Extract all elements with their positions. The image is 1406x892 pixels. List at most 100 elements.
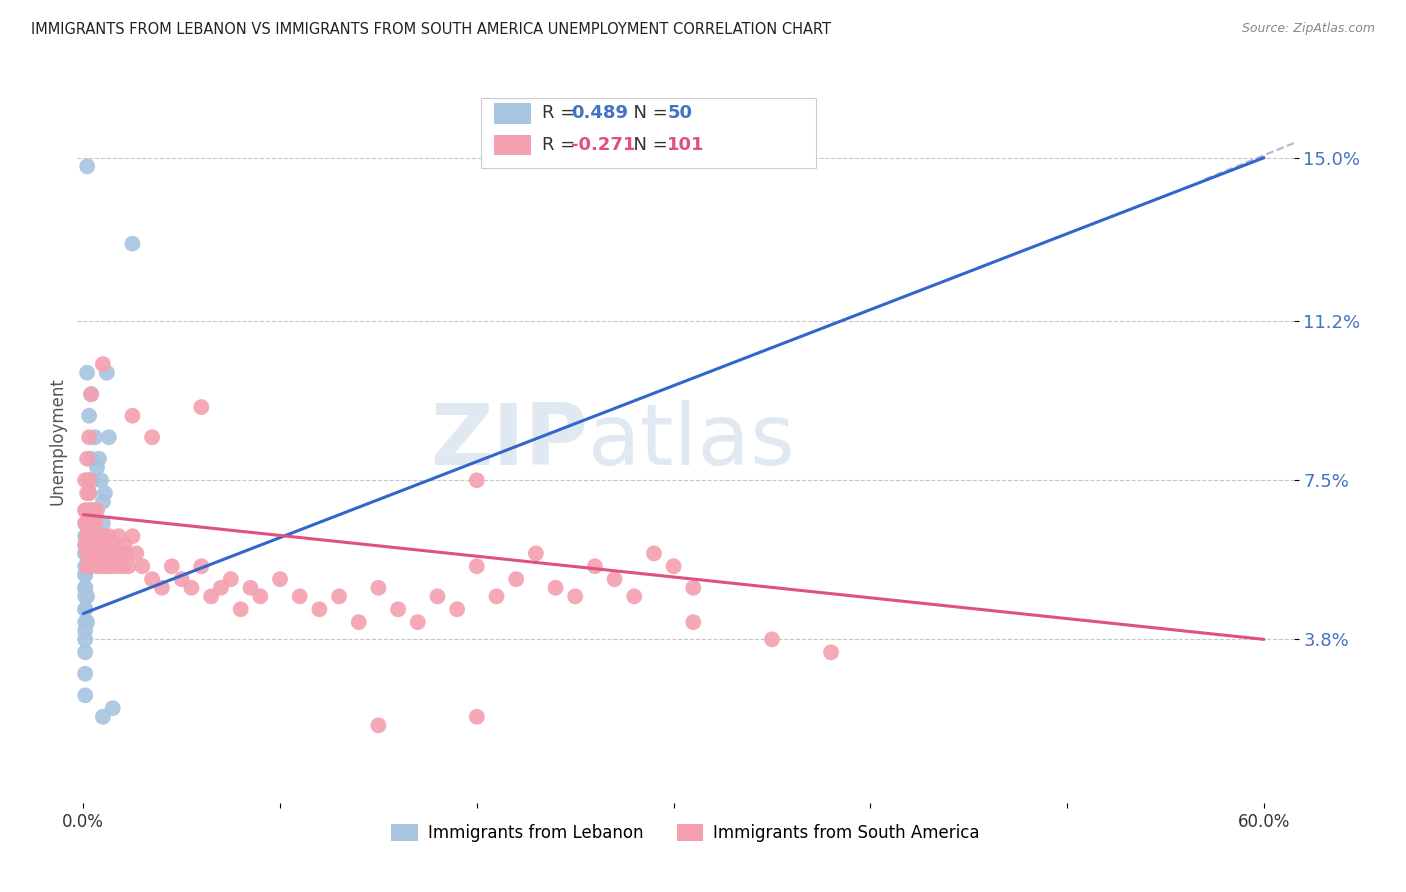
Point	[209, 581, 232, 595]
Point	[77, 486, 100, 500]
Point	[308, 602, 330, 616]
Point	[288, 590, 311, 604]
Point	[583, 559, 606, 574]
Point	[77, 409, 100, 423]
Point	[75, 581, 97, 595]
Point	[101, 538, 124, 552]
Point	[75, 559, 97, 574]
Text: IMMIGRANTS FROM LEBANON VS IMMIGRANTS FROM SOUTH AMERICA UNEMPLOYMENT CORRELATIO: IMMIGRANTS FROM LEBANON VS IMMIGRANTS FR…	[31, 22, 831, 37]
Point	[76, 559, 98, 574]
Point	[75, 538, 97, 552]
Point	[91, 494, 114, 508]
Point	[121, 236, 143, 251]
Point	[75, 473, 97, 487]
Point	[80, 516, 103, 531]
Point	[80, 503, 103, 517]
Point	[662, 559, 685, 574]
Point	[219, 572, 242, 586]
Point	[465, 473, 488, 487]
Point	[77, 516, 100, 531]
Point	[75, 666, 97, 681]
Point	[91, 516, 114, 531]
Point	[131, 559, 153, 574]
Point	[603, 572, 626, 586]
Point	[96, 559, 118, 574]
Point	[77, 529, 100, 543]
Point	[75, 567, 97, 582]
Point	[76, 590, 98, 604]
Point	[80, 387, 103, 401]
Point	[544, 581, 567, 595]
Point	[75, 645, 97, 659]
Text: ZIP: ZIP	[430, 400, 588, 483]
Point	[80, 387, 103, 401]
Point	[87, 529, 110, 543]
Point	[84, 529, 107, 543]
Point	[84, 503, 107, 517]
Point	[75, 688, 97, 702]
Legend: Immigrants from Lebanon, Immigrants from South America: Immigrants from Lebanon, Immigrants from…	[384, 817, 987, 848]
Point	[160, 559, 183, 574]
Point	[367, 718, 389, 732]
Text: N =: N =	[623, 104, 673, 122]
Point	[249, 590, 271, 604]
Point	[75, 503, 97, 517]
Point	[104, 546, 127, 560]
Point	[465, 710, 488, 724]
Point	[170, 572, 193, 586]
Point	[111, 559, 134, 574]
Point	[190, 400, 212, 414]
Point	[623, 590, 645, 604]
Point	[101, 701, 124, 715]
Point	[229, 602, 252, 616]
Point	[82, 546, 104, 560]
Text: atlas: atlas	[588, 400, 796, 483]
Point	[86, 460, 108, 475]
Point	[80, 503, 103, 517]
Point	[77, 529, 100, 543]
Point	[91, 357, 114, 371]
Point	[96, 366, 118, 380]
Point	[82, 516, 104, 531]
Point	[76, 615, 98, 630]
Point	[84, 516, 107, 531]
Point	[682, 615, 704, 630]
Point	[107, 529, 129, 543]
Point	[75, 581, 97, 595]
Point	[141, 572, 163, 586]
Point	[643, 546, 665, 560]
Point	[75, 632, 97, 647]
Point	[564, 590, 586, 604]
Point	[75, 602, 97, 616]
Point	[114, 538, 136, 552]
Point	[387, 602, 409, 616]
Point	[76, 529, 98, 543]
Point	[94, 486, 117, 500]
Point	[328, 590, 350, 604]
Point	[94, 538, 117, 552]
Point	[77, 546, 100, 560]
Point	[76, 503, 98, 517]
Point	[86, 559, 108, 574]
Point	[75, 503, 97, 517]
Point	[90, 546, 112, 560]
Point	[100, 546, 122, 560]
Point	[820, 645, 842, 659]
Text: 50: 50	[668, 104, 692, 122]
Point	[239, 581, 262, 595]
Point	[76, 486, 98, 500]
FancyBboxPatch shape	[495, 103, 531, 124]
Point	[87, 546, 110, 560]
Point	[82, 516, 104, 531]
Point	[105, 559, 128, 574]
Point	[77, 503, 100, 517]
Point	[505, 572, 527, 586]
Point	[125, 546, 148, 560]
Point	[75, 546, 97, 560]
Point	[77, 546, 100, 560]
Text: Source: ZipAtlas.com: Source: ZipAtlas.com	[1241, 22, 1375, 36]
Point	[90, 538, 112, 552]
Point	[97, 529, 120, 543]
Point	[75, 529, 97, 543]
Point	[75, 538, 97, 552]
